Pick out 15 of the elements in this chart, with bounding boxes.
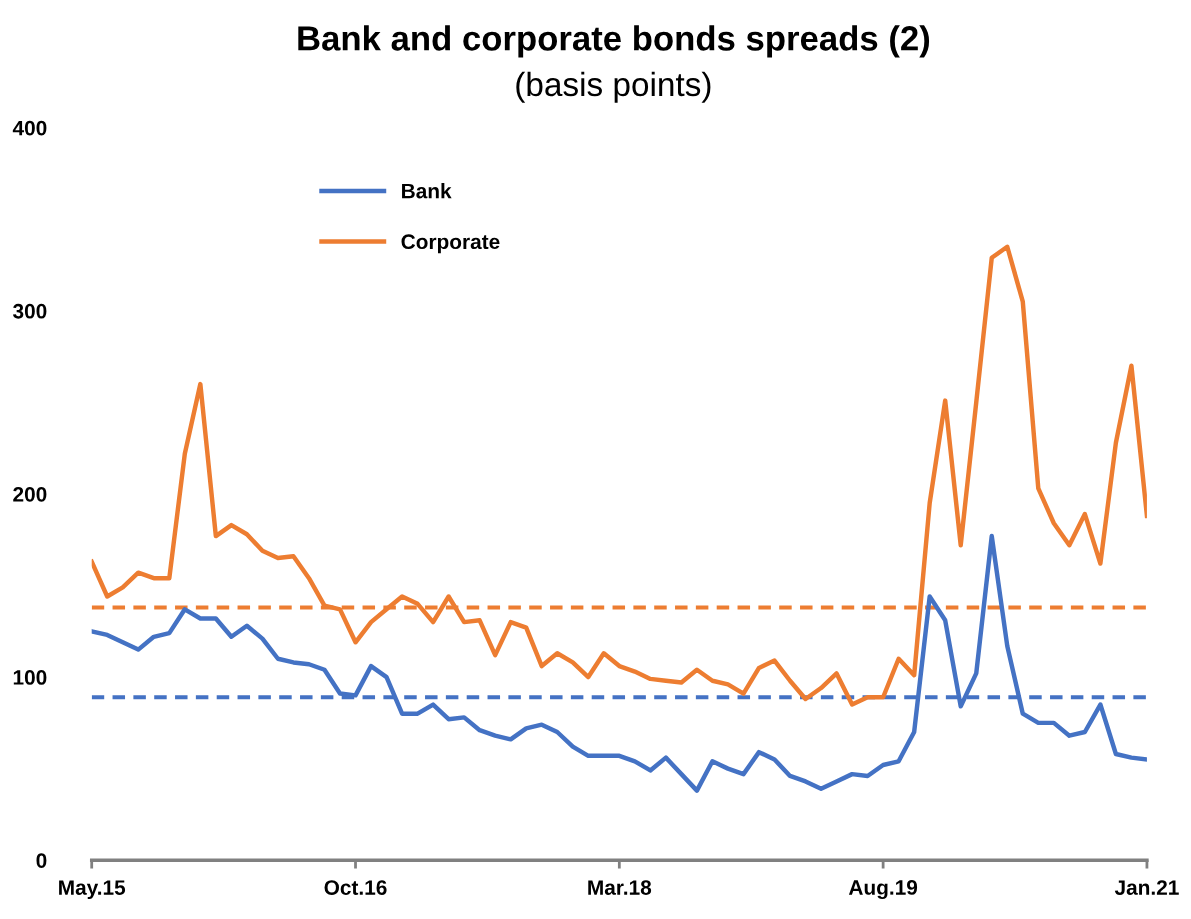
line-series xyxy=(91,533,1147,793)
chart-subtitle: (basis points) xyxy=(516,71,711,103)
x-tick-label: Jan.21 xyxy=(1114,880,1179,895)
chart-title: Bank and corporate bonds spreads (2) xyxy=(298,25,930,58)
y-tick-label: 200 xyxy=(13,486,47,502)
x-tick-label: Mar.18 xyxy=(588,880,652,895)
y-tick-label: 100 xyxy=(13,670,47,685)
x-tick-label: May.15 xyxy=(59,880,126,900)
legend-label: Bank xyxy=(402,183,452,199)
x-tick-label: Oct.16 xyxy=(324,880,387,895)
legend-label: Corporate xyxy=(401,234,500,254)
y-tick-label: 0 xyxy=(36,853,47,868)
y-tick-label: 400 xyxy=(12,120,47,136)
x-tick-label: Aug.19 xyxy=(848,880,918,900)
y-tick-label: 300 xyxy=(12,303,47,319)
